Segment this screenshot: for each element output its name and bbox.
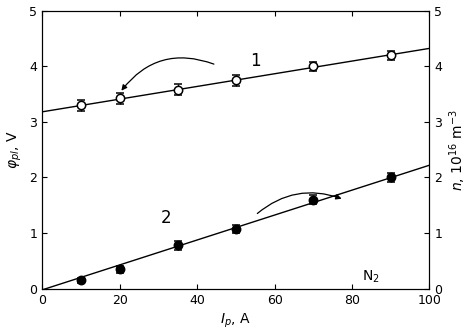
Text: 2: 2 (161, 209, 172, 226)
Y-axis label: $n$, 10$^{16}$ m$^{-3}$: $n$, 10$^{16}$ m$^{-3}$ (448, 109, 468, 191)
Text: 1: 1 (250, 52, 261, 70)
X-axis label: $I_p$, A: $I_p$, A (220, 312, 251, 330)
Text: N$_2$: N$_2$ (363, 268, 380, 285)
Y-axis label: $\varphi_{pl}$, V: $\varphi_{pl}$, V (6, 130, 24, 169)
